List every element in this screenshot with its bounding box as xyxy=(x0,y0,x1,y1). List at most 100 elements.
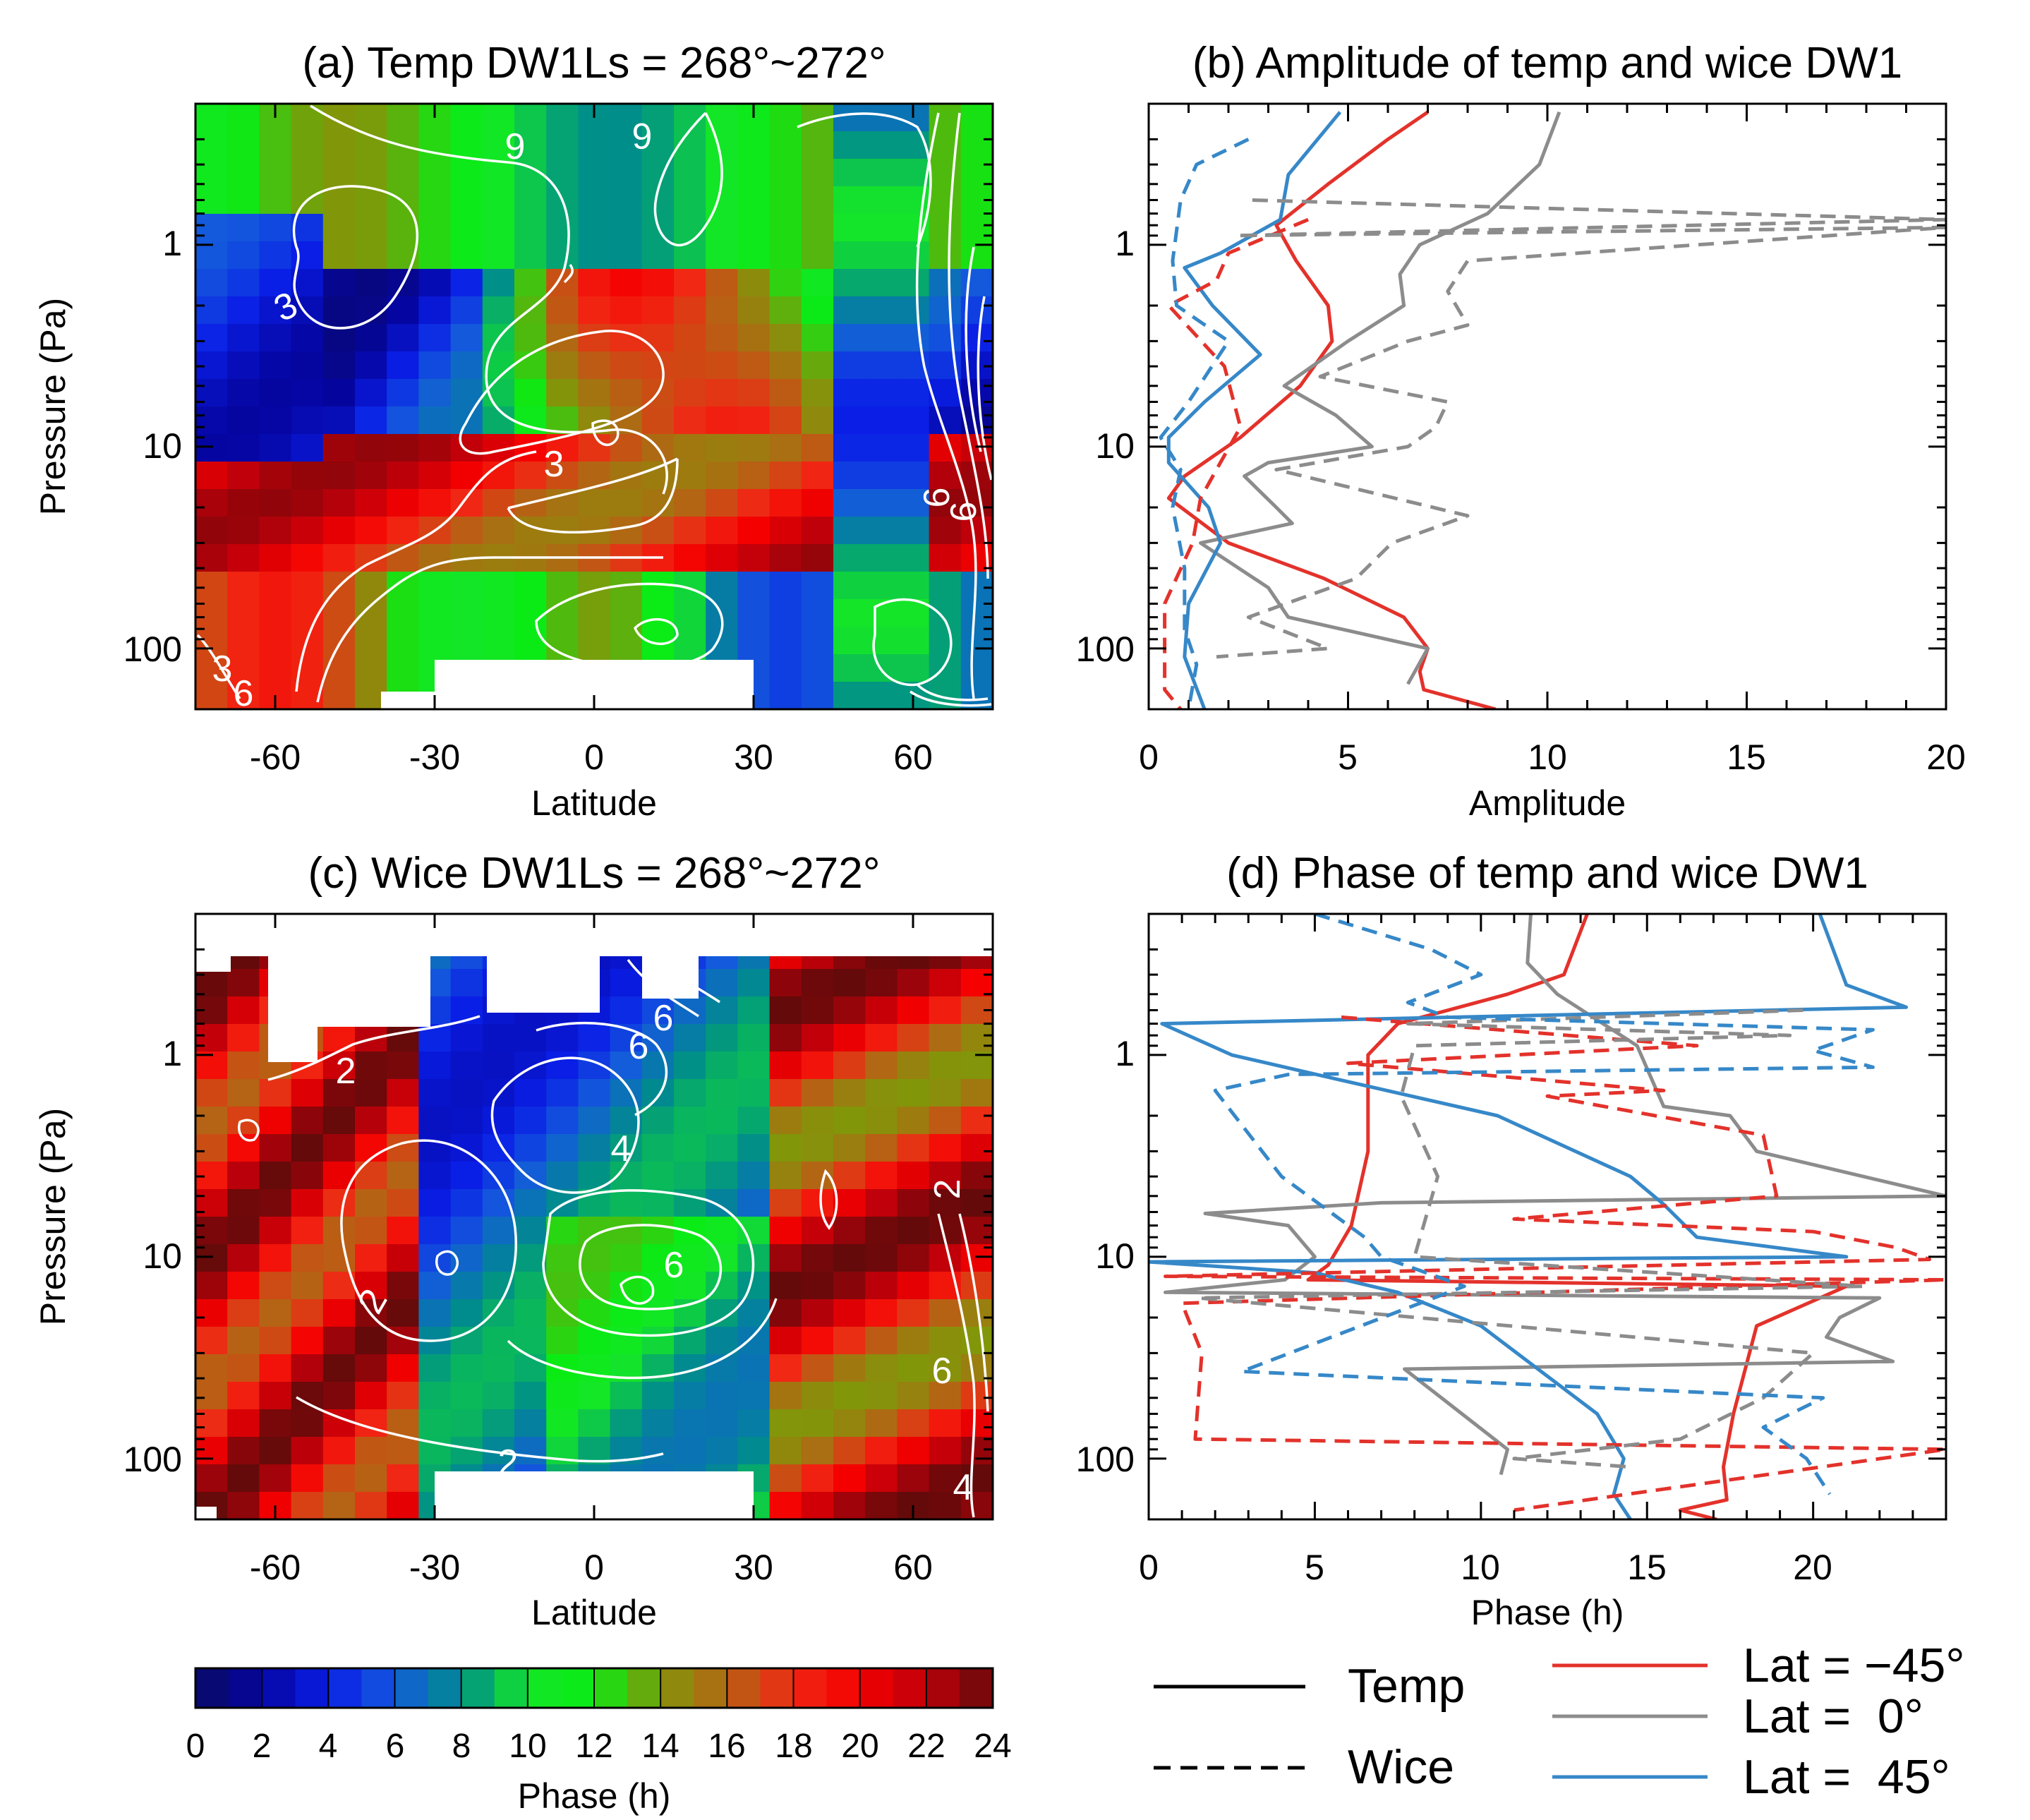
y-tick-label: 100 xyxy=(1076,629,1135,669)
missing-data-region xyxy=(487,956,600,1013)
heatmap-cell xyxy=(865,627,898,655)
heatmap-cell xyxy=(610,159,643,187)
heatmap-cell xyxy=(482,1382,515,1410)
heatmap-cell xyxy=(387,351,419,380)
contour-line xyxy=(542,1189,755,1337)
heatmap-cell xyxy=(833,1492,866,1519)
heatmap-cell xyxy=(737,1134,771,1162)
heatmap-cell xyxy=(674,1217,706,1245)
heatmap-cell xyxy=(578,434,611,462)
contour-label: 6 xyxy=(653,998,674,1039)
legend-lat-45-label: Lat = 45° xyxy=(1743,1750,1950,1804)
heatmap-cell xyxy=(865,186,898,215)
heatmap-cell xyxy=(514,131,547,159)
heatmap-cell xyxy=(450,104,483,132)
heatmap-cell xyxy=(195,1464,228,1493)
heatmap-cell xyxy=(195,489,228,517)
heatmap-cell xyxy=(610,131,643,159)
heatmap-cell xyxy=(674,1409,706,1438)
heatmap-cell xyxy=(737,379,771,407)
contour-line xyxy=(459,330,665,455)
series-line xyxy=(1149,914,1908,1519)
heatmap-cell xyxy=(610,186,643,215)
heatmap-cell xyxy=(960,1051,993,1080)
heatmap-cell xyxy=(960,654,993,682)
heatmap-cell xyxy=(801,324,834,352)
heatmap-cell xyxy=(355,1327,387,1355)
heatmap-cell xyxy=(195,1024,228,1052)
heatmap-cell xyxy=(960,241,993,270)
heatmap-cell xyxy=(195,434,228,462)
heatmap-cell xyxy=(833,1134,866,1162)
colorbar-tick: 0 xyxy=(186,1728,205,1765)
heatmap-cell xyxy=(259,131,292,159)
colorbar-swatch xyxy=(461,1668,495,1708)
heatmap-cell xyxy=(578,627,611,655)
heatmap-cell xyxy=(833,654,866,682)
heatmap-cell xyxy=(259,1134,292,1162)
heatmap-cell xyxy=(387,599,419,627)
heatmap-cell xyxy=(418,1079,452,1107)
colorbar-swatch xyxy=(627,1668,661,1708)
heatmap-cell xyxy=(450,1051,483,1080)
heatmap-cell xyxy=(737,1024,771,1052)
heatmap-cell xyxy=(514,1217,547,1245)
heatmap-cell xyxy=(578,131,611,159)
heatmap-cell xyxy=(929,1162,962,1190)
x-tick-label: 0 xyxy=(584,1548,604,1587)
heatmap-cell xyxy=(769,599,802,627)
heatmap-cell xyxy=(769,296,802,325)
contour-line xyxy=(915,112,977,699)
heatmap-cell xyxy=(291,1382,324,1410)
missing-data-region xyxy=(318,956,430,1027)
heatmap-cell xyxy=(546,324,579,352)
heatmap-cell xyxy=(610,1189,643,1217)
heatmap-cell xyxy=(674,1244,706,1272)
heatmap-cell xyxy=(514,241,547,270)
heatmap-cell xyxy=(450,572,483,600)
heatmap-cell xyxy=(674,269,706,297)
heatmap-cell xyxy=(578,1107,611,1135)
heatmap-cell xyxy=(355,1409,387,1438)
x-tick-label: 30 xyxy=(734,1548,773,1587)
heatmap-cell xyxy=(960,1464,993,1493)
heatmap-cell xyxy=(291,1107,324,1135)
heatmap-cell xyxy=(706,1382,738,1410)
heatmap-cell xyxy=(897,1244,930,1272)
heatmap-cell xyxy=(322,1024,356,1052)
heatmap-cell xyxy=(291,1134,324,1162)
heatmap-cell xyxy=(355,214,387,242)
heatmap-cell xyxy=(865,131,898,159)
heatmap-cell xyxy=(355,434,387,462)
panel-b-ticks xyxy=(1147,102,1947,711)
heatmap-cell xyxy=(801,1437,834,1465)
heatmap-cell xyxy=(833,489,866,517)
colorbar-swatch xyxy=(727,1668,761,1708)
heatmap-cell xyxy=(387,1134,419,1162)
heatmap-cell xyxy=(769,1134,802,1162)
heatmap-cell xyxy=(355,241,387,270)
heatmap-cell xyxy=(514,186,547,215)
heatmap-cell xyxy=(801,1382,834,1410)
heatmap-cell xyxy=(259,1409,292,1438)
missing-data-region xyxy=(268,956,318,1062)
heatmap-cell xyxy=(322,462,356,490)
heatmap-cell xyxy=(355,1272,387,1300)
heatmap-cell xyxy=(546,627,579,655)
heatmap-cell xyxy=(322,406,356,435)
heatmap-cell xyxy=(578,1409,611,1438)
heatmap-cell xyxy=(227,159,260,187)
heatmap-cell xyxy=(227,489,260,517)
heatmap-cell xyxy=(929,186,962,215)
heatmap-cell xyxy=(546,1024,579,1052)
heatmap-cell xyxy=(769,969,802,997)
heatmap-cell xyxy=(355,1354,387,1382)
heatmap-cell xyxy=(865,1382,898,1410)
heatmap-cell xyxy=(865,1134,898,1162)
y-tick-label: 1 xyxy=(1115,224,1135,263)
heatmap-cell xyxy=(259,1189,292,1217)
heatmap-cell xyxy=(865,269,898,297)
heatmap-cell xyxy=(418,324,452,352)
heatmap-cell xyxy=(259,1327,292,1355)
heatmap-cell xyxy=(514,379,547,407)
